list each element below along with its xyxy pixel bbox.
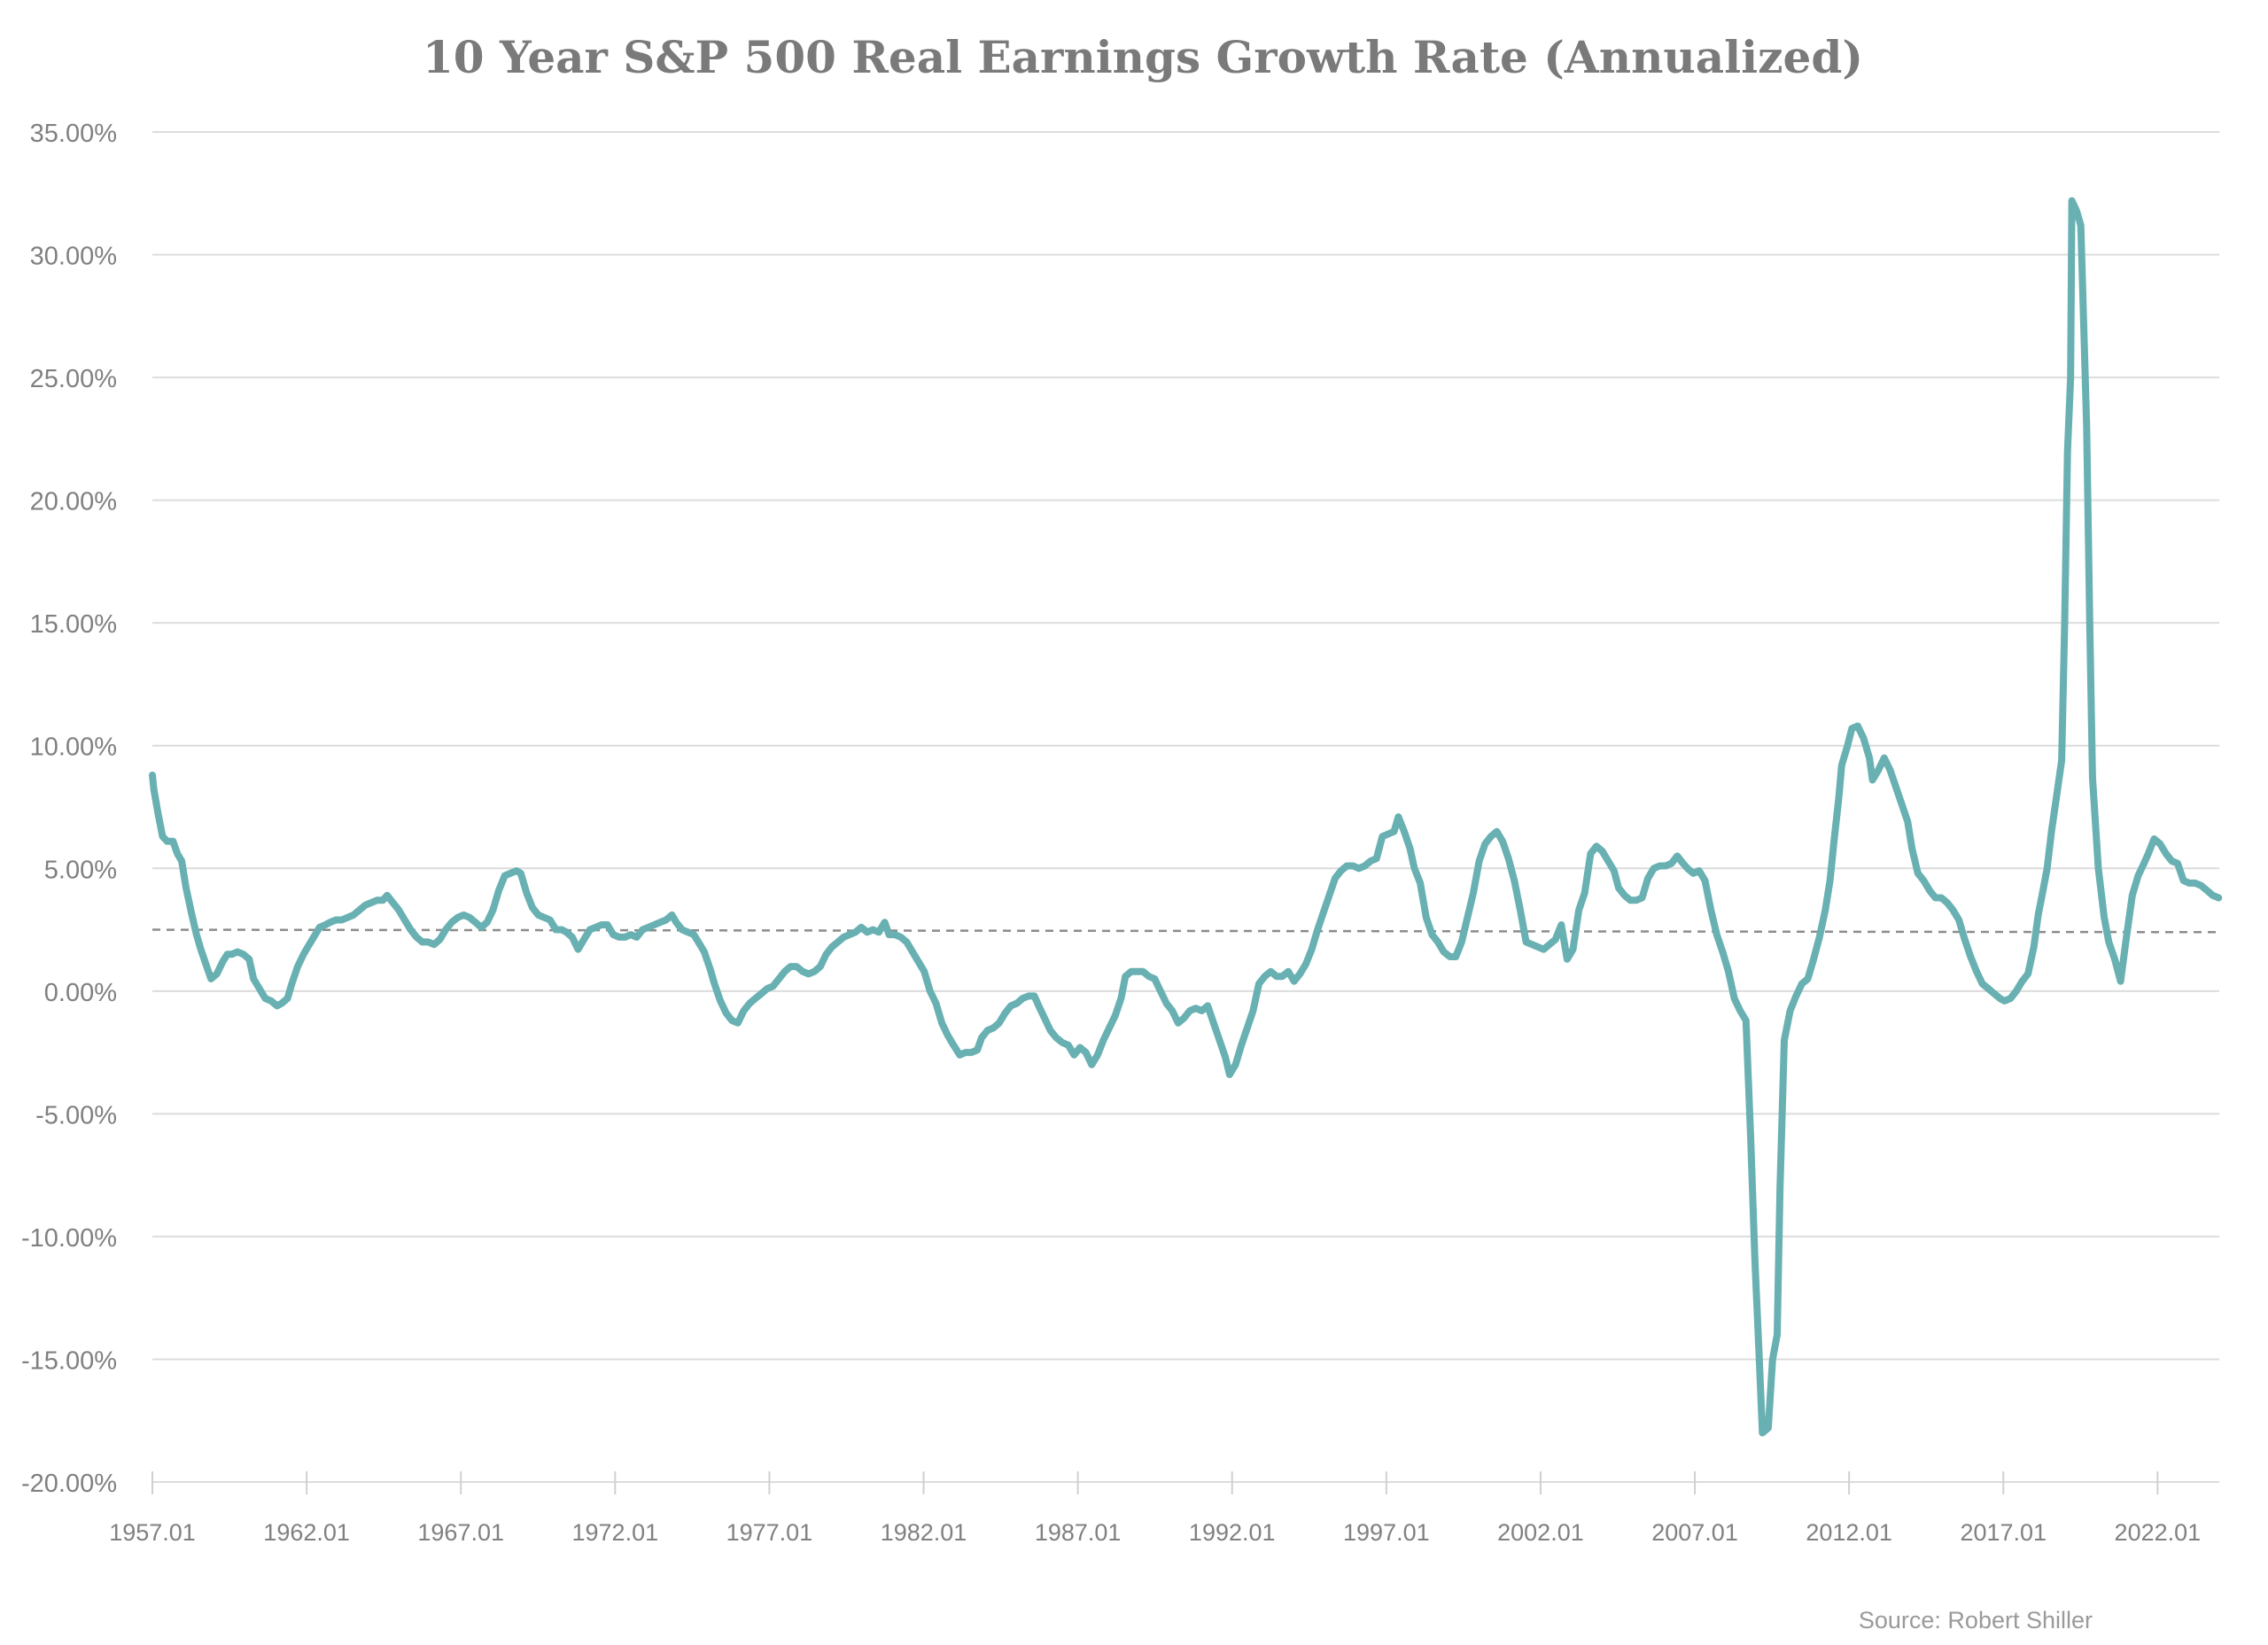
x-tick-label: 1962.01 xyxy=(263,1519,350,1546)
y-tick-label: -15.00% xyxy=(21,1346,117,1375)
x-tick-label: 1972.01 xyxy=(572,1519,659,1546)
x-axis: 1957.01 1962.01 1967.01 1972.01 1977.01 1982.… xyxy=(109,1471,2201,1546)
x-tick-label: 1967.01 xyxy=(417,1519,504,1546)
x-tick-label: 1977.01 xyxy=(726,1519,813,1546)
series-line-earnings-growth xyxy=(149,197,2223,1437)
x-tick-label: 1987.01 xyxy=(1035,1519,1122,1546)
y-tick-label: 35.00% xyxy=(30,120,117,148)
x-tick-label: 2017.01 xyxy=(1960,1519,2047,1546)
x-tick-label: 1997.01 xyxy=(1343,1519,1430,1546)
average-dashed-line xyxy=(151,928,2220,934)
y-tick-label: 0.00% xyxy=(44,979,117,1007)
y-tick-label: 20.00% xyxy=(30,488,117,516)
x-tick-label: 2002.01 xyxy=(1497,1519,1584,1546)
y-tick-label: 30.00% xyxy=(30,243,117,271)
x-tick-label: 2007.01 xyxy=(1651,1519,1738,1546)
y-axis: 35.00% 30.00% 25.00% 20.00% 15.00% 10.00% 5.00… xyxy=(21,120,117,1498)
chart-title: 10 Year S&P 500 Real Earnings Growth Rat… xyxy=(423,31,1863,83)
x-tick-label: 2012.01 xyxy=(1806,1519,1892,1546)
y-tick-label: -20.00% xyxy=(21,1470,117,1498)
y-tick-label: 5.00% xyxy=(44,856,117,884)
x-tick-label: 1982.01 xyxy=(881,1519,967,1546)
y-tick-label: -10.00% xyxy=(21,1224,117,1253)
x-tick-label: 1992.01 xyxy=(1189,1519,1276,1546)
source-note: Source: Robert Shiller xyxy=(1859,1607,2093,1633)
x-tick-label: 2022.01 xyxy=(2115,1519,2202,1546)
y-tick-label: 25.00% xyxy=(30,365,117,393)
gridlines xyxy=(152,131,2219,1483)
y-tick-label: -5.00% xyxy=(35,1101,117,1129)
x-tick-label: 1957.01 xyxy=(109,1519,196,1546)
y-tick-label: 10.00% xyxy=(30,733,117,762)
y-tick-label: 15.00% xyxy=(30,610,117,639)
